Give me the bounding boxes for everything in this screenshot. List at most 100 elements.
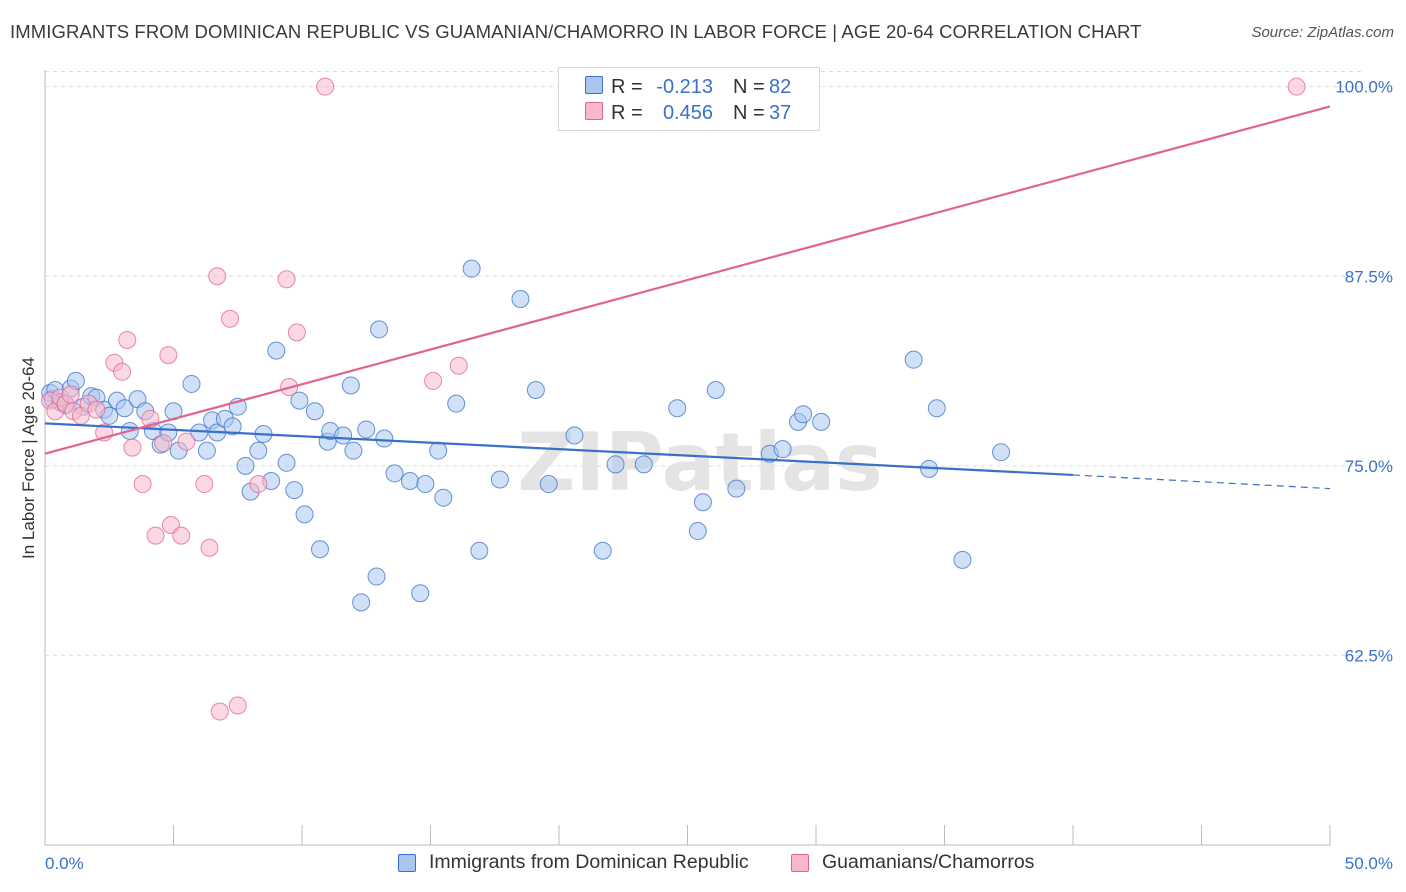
point-dominican-republic xyxy=(249,441,268,460)
point-guamanian-chamorro xyxy=(449,356,468,375)
point-guamanian-chamorro xyxy=(123,438,142,457)
point-dominican-republic xyxy=(305,402,324,421)
point-dominican-republic xyxy=(367,567,386,586)
point-dominican-republic xyxy=(429,441,448,460)
point-guamanian-chamorro xyxy=(221,309,240,328)
point-dominican-republic xyxy=(411,584,430,603)
legend-swatch-blue xyxy=(585,76,603,94)
point-dominican-republic xyxy=(115,399,134,418)
legend-r-value: 0.456 xyxy=(662,101,713,124)
point-dominican-republic xyxy=(693,493,712,512)
point-guamanian-chamorro xyxy=(133,475,152,494)
point-guamanian-chamorro xyxy=(118,330,137,349)
point-dominican-republic xyxy=(223,417,242,436)
y-tick-label: 62.5% xyxy=(1345,646,1393,665)
x-tick-label: 50.0% xyxy=(1345,854,1393,873)
point-dominican-republic xyxy=(236,456,255,475)
legend-n-label: N = xyxy=(733,101,765,124)
y-tick-label: 87.5% xyxy=(1345,267,1393,286)
series-swatch-blue xyxy=(398,853,416,872)
point-dominican-republic xyxy=(447,394,466,413)
point-guamanian-chamorro xyxy=(200,538,219,557)
legend-n-label: N = xyxy=(733,75,765,98)
point-dominican-republic xyxy=(668,399,687,418)
point-guamanian-chamorro xyxy=(87,400,106,419)
source-note: Source: ZipAtlas.com xyxy=(1251,24,1394,41)
point-dominican-republic xyxy=(706,381,725,400)
point-dominican-republic xyxy=(352,593,371,612)
point-dominican-republic xyxy=(812,412,831,431)
series-label-pink: Guamanians/Chamorros xyxy=(822,851,1035,873)
point-dominican-republic xyxy=(182,374,201,393)
legend-r-value: -0.213 xyxy=(656,75,713,98)
trendline-dominican-republic xyxy=(44,422,1074,477)
point-guamanian-chamorro xyxy=(277,270,296,289)
x-tick-label: 0.0% xyxy=(45,854,84,873)
series-label-blue: Immigrants from Dominican Republic xyxy=(429,851,749,873)
point-dominican-republic xyxy=(953,550,972,569)
point-guamanian-chamorro xyxy=(228,696,247,715)
grid-layer xyxy=(45,71,1365,656)
trendline-guamanian-chamorro xyxy=(44,105,1331,455)
point-dominican-republic xyxy=(344,441,363,460)
legend-n-value: 82 xyxy=(769,75,792,98)
point-dominican-republic xyxy=(375,429,394,448)
point-dominican-republic xyxy=(490,470,509,489)
point-dominican-republic xyxy=(290,391,309,410)
point-dominican-republic xyxy=(400,472,419,491)
point-dominican-republic xyxy=(197,441,216,460)
point-dominican-republic xyxy=(688,522,707,541)
point-dominican-republic xyxy=(357,420,376,439)
series-swatch-pink xyxy=(791,853,809,872)
legend-row-pink: R = 0.456 N = 37 xyxy=(585,101,791,125)
point-dominican-republic xyxy=(310,540,329,559)
point-dominican-republic xyxy=(434,488,453,507)
axis-layer xyxy=(44,70,1331,846)
point-dominican-republic xyxy=(904,350,923,369)
point-dominican-republic xyxy=(370,320,389,339)
trend-layer xyxy=(44,105,1331,490)
point-guamanian-chamorro xyxy=(177,432,196,451)
correlation-legend: R = -0.213 N = 82 R = 0.456 N = 37 xyxy=(558,67,820,131)
y-tick-label: 75.0% xyxy=(1345,457,1393,476)
series-legend-pink: Guamanians/Chamorros xyxy=(791,851,1034,874)
point-dominican-republic xyxy=(277,453,296,472)
point-guamanian-chamorro xyxy=(1287,77,1306,96)
point-guamanian-chamorro xyxy=(172,526,191,545)
point-dominican-republic xyxy=(470,541,489,560)
point-guamanian-chamorro xyxy=(424,371,443,390)
point-dominican-republic xyxy=(606,455,625,474)
point-guamanian-chamorro xyxy=(159,346,178,365)
tick-label-layer: 62.5% 75.0% 87.5% 100.0% 0.0% 50.0% xyxy=(45,78,1393,873)
point-dominican-republic xyxy=(385,464,404,483)
point-dominican-republic xyxy=(462,259,481,278)
point-dominican-republic xyxy=(565,426,584,445)
trendline-extension-dominican-republic xyxy=(1072,474,1331,490)
point-dominican-republic xyxy=(634,455,653,474)
y-axis-label: In Labor Force | Age 20-64 xyxy=(19,357,38,559)
point-dominican-republic xyxy=(727,479,746,498)
point-dominican-republic xyxy=(511,290,530,309)
point-dominican-republic xyxy=(593,541,612,560)
point-guamanian-chamorro xyxy=(208,267,227,286)
y-tick-label: 100.0% xyxy=(1335,78,1393,97)
point-dominican-republic xyxy=(285,481,304,500)
point-guamanian-chamorro xyxy=(249,475,268,494)
point-guamanian-chamorro xyxy=(210,702,229,721)
point-dominican-republic xyxy=(992,443,1011,462)
point-guamanian-chamorro xyxy=(113,362,132,381)
point-dominican-republic xyxy=(295,505,314,524)
point-dominican-republic xyxy=(334,426,353,445)
point-guamanian-chamorro xyxy=(146,526,165,545)
legend-r-label: R = xyxy=(611,101,643,124)
point-dominican-republic xyxy=(267,341,286,360)
point-dominican-republic xyxy=(773,440,792,459)
points-layer xyxy=(41,77,1306,721)
point-guamanian-chamorro xyxy=(154,434,173,453)
point-dominican-republic xyxy=(416,475,435,494)
point-guamanian-chamorro xyxy=(287,323,306,342)
series-legend-blue: Immigrants from Dominican Republic xyxy=(398,851,749,874)
point-guamanian-chamorro xyxy=(316,77,335,96)
point-guamanian-chamorro xyxy=(195,475,214,494)
point-guamanian-chamorro xyxy=(61,385,80,404)
